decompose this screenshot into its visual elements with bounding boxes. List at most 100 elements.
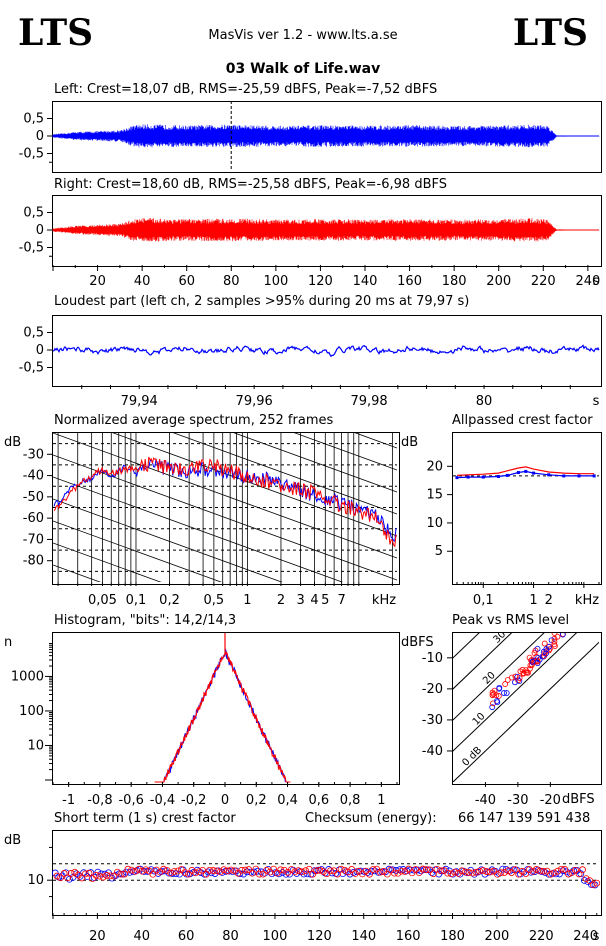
short-crest-left-point [559,867,567,874]
right_waveform-xtick-label: 120 [308,274,333,289]
spectrum-xtick-label: 2 [277,593,285,608]
spectrum-panel [52,432,400,585]
short-crest-right-point [533,866,540,873]
right_waveform-xtick-label: 140 [353,274,378,289]
short-crest-xtick-label: 120 [307,929,332,944]
short-crest-right-point [568,869,576,876]
peak-rms-ytick-label: -30 [422,713,443,728]
short-crest-right-point [263,866,270,874]
short-crest-xtick-label: 140 [351,929,376,944]
histogram-ytick-label: 10 [27,738,44,753]
short-crest-left-point [147,866,155,874]
peak-rms-crest-line [453,641,599,782]
histogram-xtick-label: -1 [62,793,75,808]
crest-left-point [524,469,528,473]
peak-rms-crest-label: 10 [471,711,488,728]
peak-rms-ytick-label: -40 [422,744,443,759]
spectrum-slope-line [53,564,101,582]
crest-ytick-label: 5 [435,544,443,559]
spectrum-slope-line [53,301,397,426]
histogram-ytick-label: 100 [19,704,44,719]
histogram-ylabel: n [4,635,13,650]
loudest-ytick-label: 0 [36,343,44,358]
short-crest-right-point [586,877,594,885]
short-crest-right-point [238,866,246,874]
short-crest-right-point [479,867,487,874]
short-crest-right-point [366,870,373,878]
histogram-xtick-label: 1 [377,793,385,808]
short-crest-right-point [550,869,558,877]
short-crest-xtick-label: 220 [529,929,554,944]
crest-right-series [456,466,595,476]
short-crest-right-point [280,866,288,874]
peak-rms-point [496,684,503,691]
peak-rms-crest-line [453,633,513,690]
short-crest-right-point [501,869,508,876]
peak-rms-point [557,627,562,632]
short-crest-left-point [307,870,315,878]
short-crest-right-point [575,870,583,878]
short-crest-right-point [181,869,189,876]
peak-rms-ylabel: dBFS [401,635,434,650]
histogram-xtick-label: 0,8 [340,793,361,808]
short-crest-right-point [327,867,334,875]
peak-rms-xlabel: dBFS [562,792,595,807]
short-crest-right-point [163,867,171,874]
short-crest-right-point [202,870,210,878]
short-crest-right-point [270,865,278,873]
short-crest-right-point [486,868,494,876]
spectrum-slope-line [172,433,397,515]
histogram-xtick-label: -0,6 [118,793,143,808]
peak-rms-title: Peak vs RMS level [452,613,570,628]
short-crest-right-point [184,870,192,878]
short-crest-right-point [174,867,182,875]
spectrum-slope-line [294,433,397,471]
crest-left-point [496,475,500,479]
right_waveform-xtick-label: 20 [89,274,106,289]
peak-rms-crest-label: 0 dB [460,745,484,769]
short-crest-right-point [106,872,114,880]
short-crest-right-point [153,866,160,874]
spectrum-slope-line [53,520,223,582]
short-crest-right-point [188,866,196,874]
peak-rms-point [541,640,548,647]
peak-rms-point [559,633,566,638]
crest-xtick-label: 2 [545,593,553,608]
file-title: 03 Walk of Life.wav [225,61,381,77]
peak-rms-crest-label: 40 [502,588,519,605]
short-crest-xtick-label: 200 [484,929,509,944]
short-crest-right-point [89,875,96,883]
spectrum-title: Normalized average spectrum, 252 frames [54,413,334,428]
peak-rms-point [501,690,507,696]
right-waveform-title: Right: Crest=18,60 dB, RMS=-25,58 dBFS, … [54,177,447,192]
short-crest-right-point [167,869,175,877]
crest-left-series [456,470,595,479]
short-crest-right-point [206,866,214,874]
short-crest-right-point [337,865,345,873]
spectrum-xtick-label: 7 [337,593,345,608]
short-crest-xtick-label: s [593,929,600,944]
short-crest-right-point [355,867,363,875]
spectrum-slope-line [53,542,162,582]
short-crest-left-point [371,867,379,875]
peak-rms-point [524,669,531,676]
loudest-xtick-label: 79,94 [121,394,158,409]
short-crest-right-point [78,874,86,882]
short-crest-xtick-label: 60 [178,929,195,944]
short-crest-right-point [316,866,324,874]
right_waveform-ytick-label: 0,5 [23,206,44,221]
loudest-part-title: Loudest part (left ch, 2 samples >95% du… [54,294,470,309]
short-crest-ylabel: dB [4,833,22,848]
peak-rms-point [516,678,523,684]
short-crest-right-point [92,871,100,879]
short-crest-left-point [346,870,354,878]
crest-left-point [562,474,566,478]
peak-rms-xtick-label: -40 [475,793,496,808]
short-crest-right-point [493,870,501,878]
right_waveform-ytick-label: 0 [36,223,44,238]
spectrum-ytick-label: -80 [23,554,44,569]
spectrum-xtick-label: kHz [372,593,396,608]
peak-rms-point [516,675,523,681]
spectrum-ytick-label: -70 [23,532,44,547]
short-crest-right-point [554,867,562,875]
